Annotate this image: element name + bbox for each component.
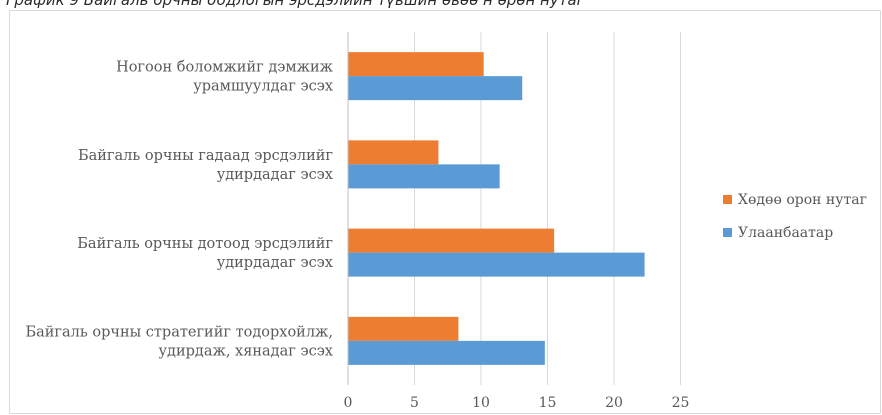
category-label: Ногоон боломжийг дэмжиж	[116, 60, 334, 76]
legend-ulaanbaatar-label: Улаанбаатар	[738, 225, 833, 241]
legend-swatch	[723, 195, 732, 204]
x-tick-label: 20	[605, 395, 623, 411]
bar-rural	[348, 228, 555, 253]
bar-ulaanbaatar	[348, 252, 645, 277]
bar-rural	[348, 140, 439, 165]
category-label: удирдадаг эсэх	[217, 255, 333, 271]
category-label: урамшуулдаг эсэх	[193, 79, 333, 95]
legend-swatch	[723, 228, 732, 237]
bar-ulaanbaatar	[348, 76, 523, 101]
bar-ulaanbaatar	[348, 164, 500, 189]
x-tick-label: 10	[472, 395, 490, 411]
x-tick-label: 5	[410, 395, 419, 411]
legend-rural-label: Хөдөө орон нутаг	[738, 192, 867, 208]
bar-rural	[348, 316, 459, 341]
category-label: Байгаль орчны стратегийг тодорхойлж,	[25, 324, 333, 340]
bar-rural	[348, 52, 484, 77]
x-tick-label: 25	[672, 395, 690, 411]
x-tick-label: 15	[539, 395, 557, 411]
category-label: удирдаж, хянадаг эсэх	[159, 343, 334, 359]
category-label: Байгаль орчны гадаад эрсдэлийг	[78, 148, 333, 164]
x-tick-label: 0	[344, 395, 353, 411]
category-label: удирдадаг эсэх	[217, 167, 333, 183]
bar-ulaanbaatar	[348, 340, 545, 365]
category-label: Байгаль орчны дотоод эрсдэлийг	[77, 236, 333, 252]
chart-caption: График 9 Байгаль орчны бодлогын эрсдэлий…	[6, 0, 585, 9]
chart-frame	[9, 10, 881, 414]
